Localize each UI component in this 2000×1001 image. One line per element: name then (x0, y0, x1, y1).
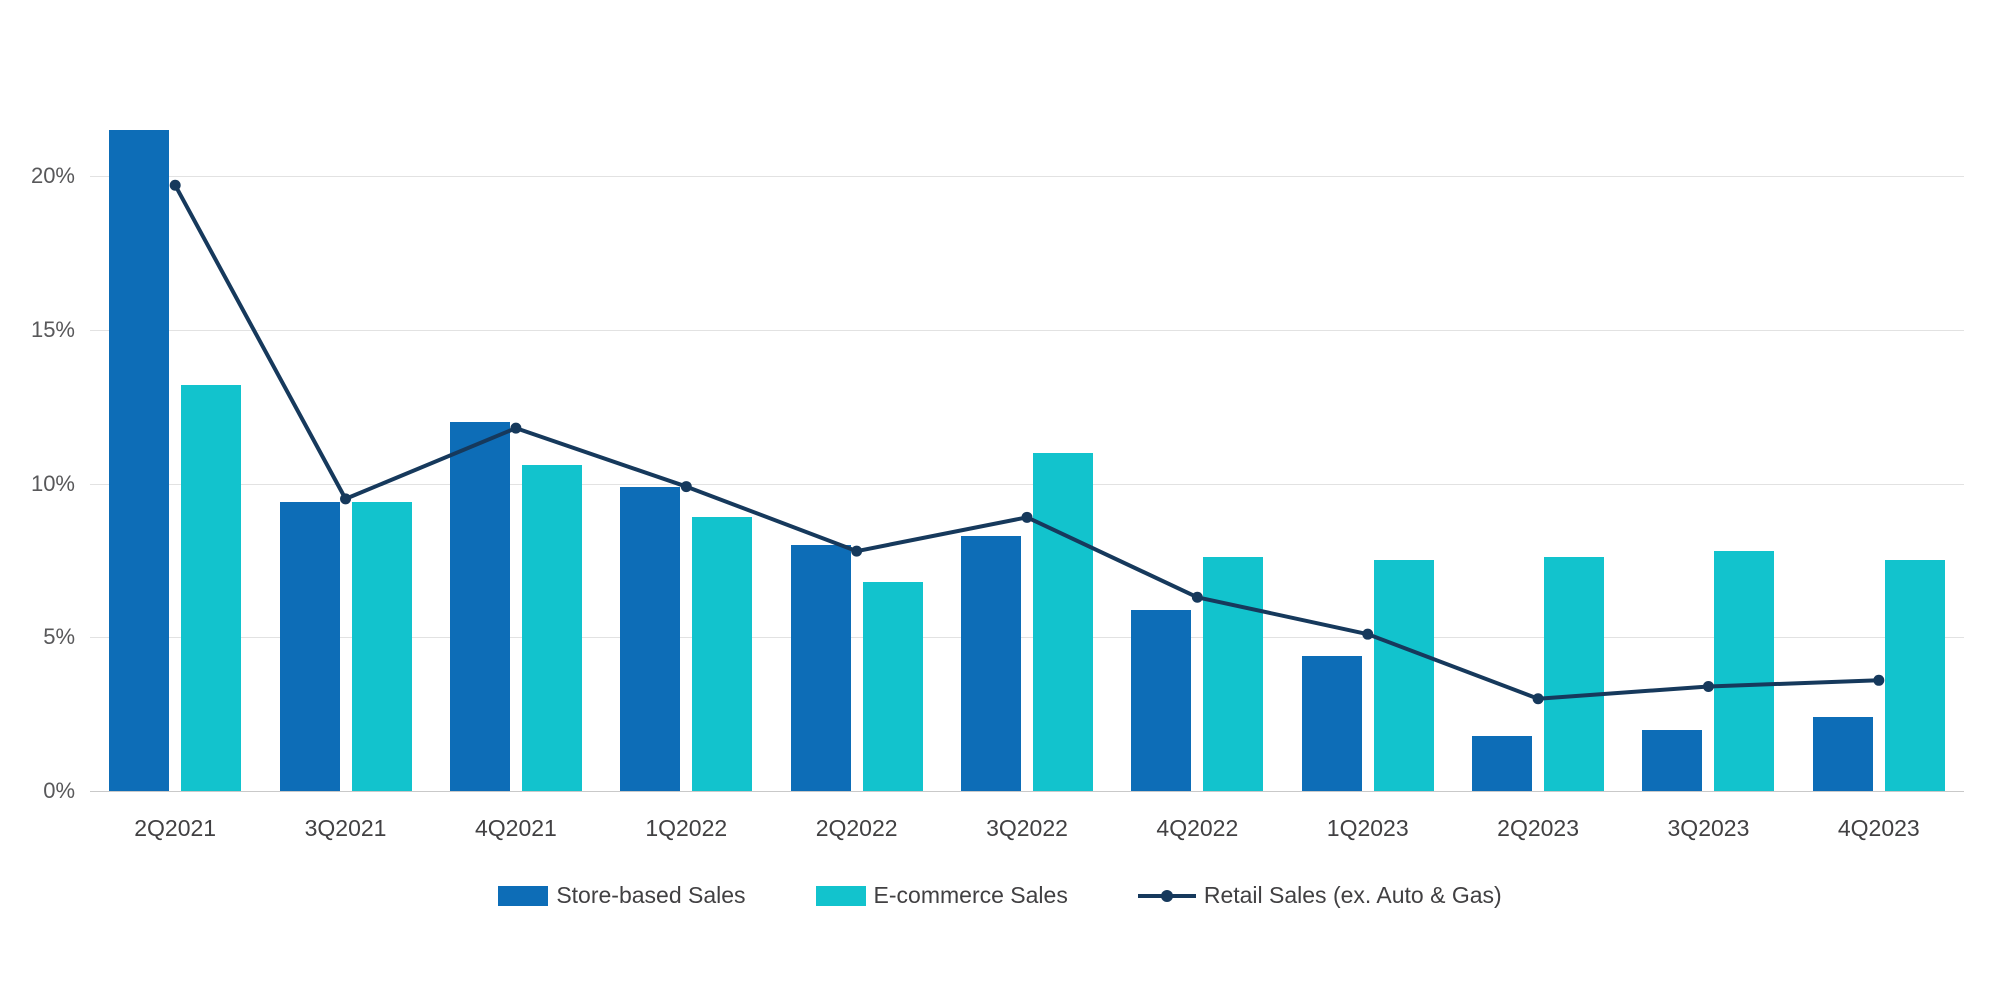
retail-sales-line (173, 184, 1879, 701)
bar-store-2Q2022 (790, 545, 851, 791)
line-point-2Q2022 (851, 545, 863, 557)
bar-ecommerce-3Q2023 (1714, 551, 1775, 791)
bar-store-1Q2023 (1301, 655, 1362, 791)
bar-store-1Q2022 (620, 486, 681, 791)
bar-ecommerce-2Q2022 (862, 581, 923, 791)
x-tick-label-4Q2022: 4Q2022 (1156, 815, 1239, 841)
y-tick-label: 15% (30, 316, 75, 342)
bar-store-3Q2022 (961, 535, 1021, 791)
gridline-10 (90, 483, 1964, 485)
bar-ecommerce-2Q2021 (181, 385, 242, 791)
line-point-4Q2021 (510, 422, 522, 434)
bar-ecommerce-1Q2023 (1373, 560, 1434, 791)
legend-item-store-based: Store-based Sales (498, 882, 746, 909)
bar-store-3Q2023 (1642, 729, 1703, 791)
x-tick-label-4Q2023: 4Q2023 (1837, 815, 1920, 841)
x-tick-label-3Q2022: 3Q2022 (986, 815, 1068, 841)
line-point-2Q2021 (169, 179, 181, 191)
bar-ecommerce-4Q2022 (1203, 557, 1264, 791)
x-tick-label-4Q2021: 4Q2021 (474, 815, 557, 841)
x-tick-label-2Q2023: 2Q2023 (1497, 815, 1580, 841)
retail-line-swatch (1137, 886, 1196, 906)
x-tick-label-1Q2022: 1Q2022 (645, 815, 728, 841)
bar-ecommerce-4Q2023 (1884, 560, 1945, 791)
bar-ecommerce-3Q2022 (1033, 452, 1093, 791)
bar-ecommerce-1Q2022 (692, 517, 753, 791)
gridline-15 (90, 329, 1964, 331)
x-tick-label-3Q2023: 3Q2023 (1667, 815, 1750, 841)
y-tick-label: 0% (43, 778, 75, 803)
gridline-0 (90, 791, 1964, 792)
line-point-3Q2023 (1702, 680, 1714, 692)
bar-store-4Q2022 (1131, 609, 1192, 791)
x-tick-label-3Q2021: 3Q2021 (304, 815, 387, 841)
x-tick-label-2Q2021: 2Q2021 (134, 815, 217, 841)
x-tick-label-1Q2023: 1Q2023 (1326, 815, 1409, 841)
bar-ecommerce-3Q2021 (351, 501, 412, 791)
legend-item-ecommerce: E-commerce Sales (815, 882, 1068, 909)
bar-store-2Q2023 (1472, 735, 1533, 791)
gridline-20 (90, 176, 1964, 177)
bar-ecommerce-4Q2021 (521, 465, 582, 791)
legend-label-store-based: Store-based Sales (556, 882, 746, 908)
bar-ecommerce-2Q2023 (1544, 557, 1605, 791)
line-dot-sample (1160, 889, 1173, 902)
y-tick-label: 5% (43, 624, 75, 650)
legend-item-retail-line: Retail Sales (ex. Auto & Gas) (1137, 882, 1502, 909)
line-point-3Q2021 (340, 493, 352, 505)
bar-store-2Q2021 (109, 129, 170, 791)
line-point-4Q2022 (1191, 591, 1203, 603)
legend-label-retail-line: Retail Sales (ex. Auto & Gas) (1203, 882, 1502, 908)
line-point-4Q2023 (1873, 674, 1885, 686)
line-point-3Q2022 (1021, 511, 1033, 523)
bar-store-3Q2021 (279, 501, 340, 791)
ecommerce-swatch (815, 885, 866, 906)
store-based-swatch (498, 885, 549, 906)
x-tick-label-2Q2022: 2Q2022 (815, 815, 898, 841)
legend-label-ecommerce: E-commerce Sales (873, 882, 1068, 908)
y-tick-label: 20% (30, 163, 75, 188)
legend: Store-based Sales E-commerce Sales Retai… (0, 882, 2000, 909)
bar-store-4Q2023 (1812, 717, 1873, 791)
bar-store-4Q2021 (449, 422, 510, 791)
line-point-2Q2023 (1532, 693, 1544, 705)
y-tick-label: 10% (30, 470, 75, 496)
